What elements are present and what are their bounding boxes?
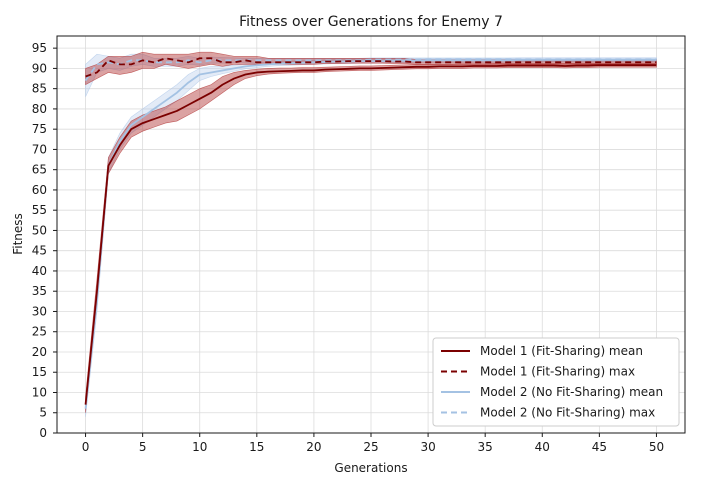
legend-label-0: Model 1 (Fit-Sharing) mean: [480, 344, 643, 358]
y-tick-label: 40: [32, 264, 47, 278]
y-axis-ticks: 0 5 10 15 20 25 30 35 40 45 50 55 60 65 70 75 80 85 90 95: [32, 41, 57, 440]
chart-title: Fitness over Generations for Enemy 7: [239, 14, 503, 30]
legend-label-1: Model 1 (Fit-Sharing) max: [480, 365, 635, 379]
y-tick-label: 75: [32, 122, 47, 136]
x-tick-label: 30: [420, 440, 435, 454]
y-tick-label: 5: [39, 406, 47, 420]
y-tick-label: 50: [32, 223, 47, 237]
y-axis-label: Fitness: [11, 213, 25, 255]
legend: Model 1 (Fit-Sharing) mean Model 1 (Fit-S…: [432, 337, 680, 427]
x-tick-label: 50: [649, 440, 664, 454]
x-tick-label: 25: [363, 440, 378, 454]
x-tick-label: 20: [306, 440, 321, 454]
x-axis-ticks: 0 5 10 15 20 25 30 35 40 45 50: [82, 433, 664, 454]
y-tick-label: 25: [32, 325, 47, 339]
y-tick-label: 85: [32, 82, 47, 96]
y-tick-label: 30: [32, 304, 47, 318]
y-tick-label: 70: [32, 142, 47, 156]
series-lines: [84, 57, 657, 409]
y-tick-label: 65: [32, 163, 47, 177]
y-tick-label: 55: [32, 203, 47, 217]
x-tick-label: 40: [535, 440, 550, 454]
x-tick-label: 10: [192, 440, 207, 454]
series-line-1: [85, 57, 657, 78]
x-tick-label: 15: [249, 440, 264, 454]
x-tick-label: 5: [139, 440, 147, 454]
x-tick-label: 0: [82, 440, 90, 454]
series-line-0: [84, 64, 657, 405]
y-tick-label: 35: [32, 284, 47, 298]
y-tick-label: 60: [32, 183, 47, 197]
y-tick-label: 10: [32, 385, 47, 399]
y-tick-label: 90: [32, 61, 47, 75]
legend-box: [432, 337, 680, 427]
x-tick-label: 35: [478, 440, 493, 454]
y-tick-label: 20: [32, 345, 47, 359]
y-tick-label: 80: [32, 102, 47, 116]
x-axis-label: Generations: [334, 461, 407, 475]
y-tick-label: 15: [32, 365, 47, 379]
y-tick-label: 45: [32, 244, 47, 258]
y-tick-label: 0: [39, 426, 47, 440]
series-band-0: [85, 62, 657, 413]
legend-label-2: Model 2 (No Fit-Sharing) mean: [480, 385, 663, 399]
y-tick-label: 95: [32, 41, 47, 55]
legend-label-3: Model 2 (No Fit-Sharing) max: [480, 406, 655, 420]
x-tick-label: 45: [592, 440, 607, 454]
